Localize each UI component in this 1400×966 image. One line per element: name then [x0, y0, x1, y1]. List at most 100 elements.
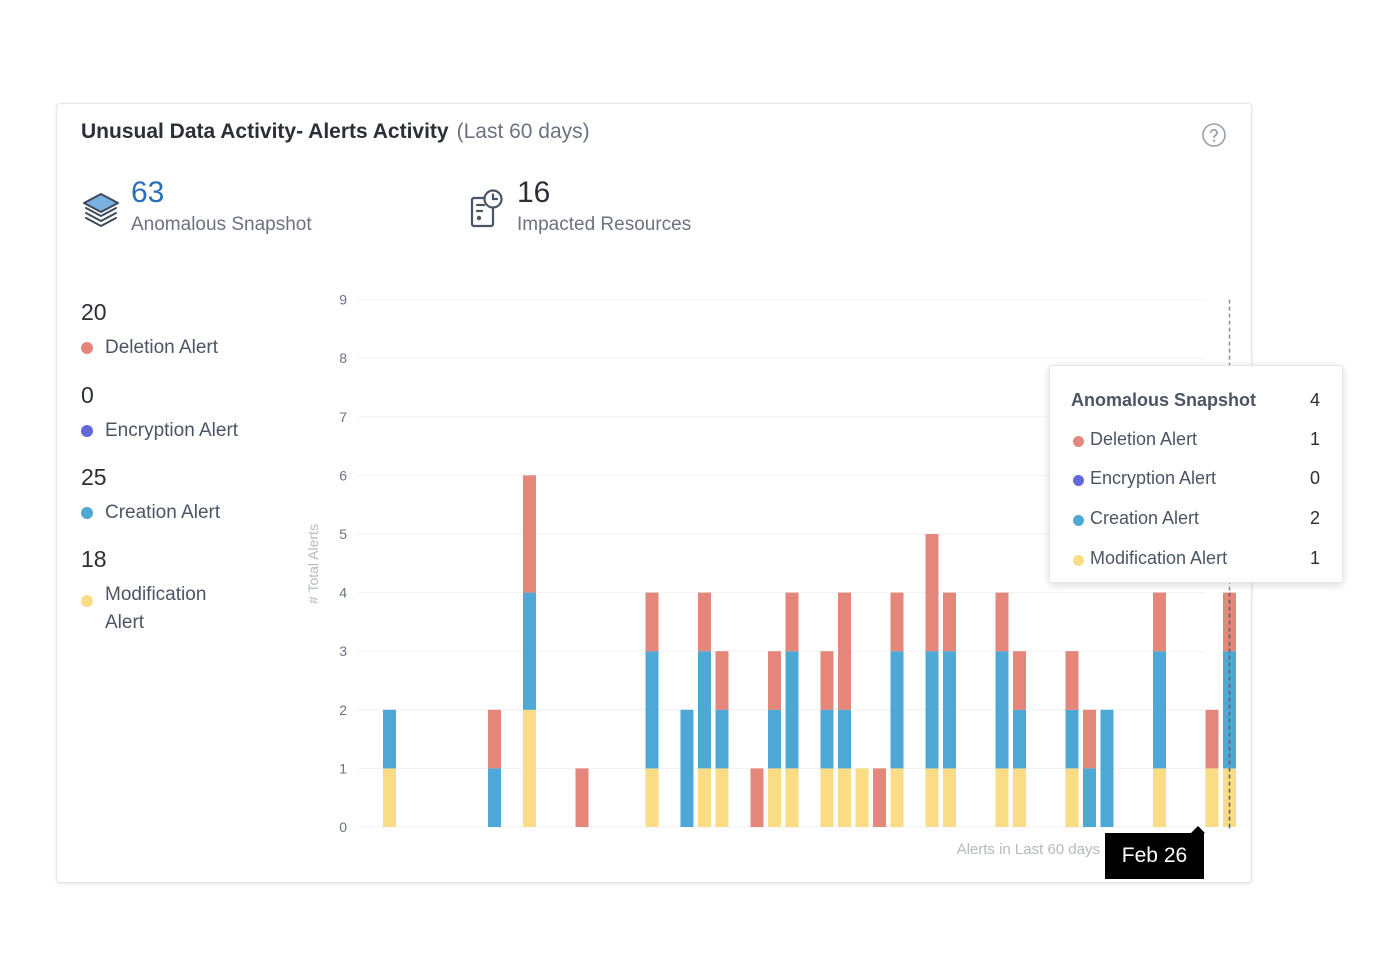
legend-dot [81, 595, 93, 607]
bar-segment [890, 651, 904, 769]
bar-segment [1013, 768, 1026, 827]
bar-segment [768, 709, 781, 769]
y-tick-label: 8 [339, 350, 347, 366]
bar-segment [1205, 768, 1219, 827]
bar-segment [1083, 709, 1096, 769]
bar-segment [383, 768, 396, 827]
bar-segment [698, 768, 711, 827]
tooltip-value: 0 [1309, 468, 1320, 488]
bar-segment [523, 475, 536, 593]
bar-segment [1100, 709, 1114, 827]
bar-segment [1205, 709, 1219, 769]
legend-dot [81, 342, 93, 354]
kpi-value: 16 [517, 176, 551, 209]
legend-label: Creation Alert [105, 502, 221, 523]
tooltip-value: 2 [1309, 508, 1320, 528]
tooltip-title: Anomalous Snapshot [1071, 390, 1257, 410]
legend-row: Deletion Alert [81, 334, 281, 362]
help-circle-icon[interactable] [1202, 123, 1226, 147]
card-title: Unusual Data Activity- Alerts Activity (L… [81, 120, 590, 144]
y-tick-label: 6 [339, 467, 347, 483]
bar-segment [925, 651, 939, 769]
bar-segment [645, 651, 659, 769]
kpi-value: 63 [131, 176, 165, 209]
bar-segment [645, 592, 659, 652]
bar-segment [680, 709, 694, 827]
bar-segment [523, 709, 536, 827]
tooltip-dot [1073, 515, 1084, 526]
bar-segment [645, 768, 659, 827]
y-tick-label: 9 [339, 292, 347, 308]
bar-segment [925, 768, 939, 827]
legend-deletion-alert: 20 Deletion Alert [81, 299, 281, 362]
tooltip-row-encryption: Encryption Alert 0 [1071, 468, 1320, 492]
bar-segment [943, 768, 956, 827]
tooltip-label: Deletion Alert [1090, 429, 1198, 449]
bar-segment [890, 768, 904, 827]
bar-segment [838, 768, 851, 827]
bar-segment [523, 592, 536, 710]
tooltip-row-creation: Creation Alert 2 [1071, 508, 1320, 532]
document-clock-icon [470, 189, 503, 228]
bar-segment [1223, 651, 1236, 769]
bar-segment [943, 592, 956, 652]
y-tick-label: 1 [339, 760, 347, 776]
bar-segment [785, 592, 799, 652]
bar-segment [715, 709, 729, 769]
y-tick-label: 4 [339, 585, 347, 601]
tooltip-row-modification: Modification Alert 1 [1071, 548, 1320, 572]
bar-segment [855, 768, 869, 827]
bar-segment [1013, 651, 1026, 710]
bar-segment [820, 768, 834, 827]
bar-segment [1065, 768, 1079, 827]
kpi-label: Anomalous Snapshot [131, 214, 312, 235]
bar-segment [995, 768, 1009, 827]
bar-segment [1153, 592, 1166, 652]
bar-segment [838, 592, 851, 710]
kpi-label: Impacted Resources [517, 214, 692, 235]
bar-segment [1083, 768, 1096, 827]
bar-segment [785, 651, 799, 769]
bar-segment [715, 768, 729, 827]
y-tick-label: 2 [339, 702, 347, 718]
alerts-activity-card: Unusual Data Activity- Alerts Activity (L… [56, 103, 1343, 883]
tooltip-row-deletion: Deletion Alert 1 [1071, 429, 1320, 453]
card-title-text: Unusual Data Activity- Alerts Activity [81, 120, 449, 143]
bar-segment [1013, 709, 1026, 769]
legend-dot [81, 425, 93, 437]
legend-modification-alert: 18 Modification Alert [81, 546, 231, 637]
bar-segment [1065, 651, 1079, 710]
bar-segment [995, 592, 1009, 652]
bar-segment [715, 651, 729, 710]
legend-creation-alert: 25 Creation Alert [81, 464, 281, 527]
legend-row: Encryption Alert [81, 417, 281, 445]
tooltip-label: Modification Alert [1090, 548, 1228, 568]
legend-count: 0 [81, 382, 94, 408]
y-tick-label: 0 [339, 819, 347, 835]
bar-segment [1065, 709, 1079, 769]
legend-label: Deletion Alert [105, 337, 219, 358]
bar-segment [943, 651, 956, 769]
bar-segment [890, 592, 904, 652]
bar-segment [698, 651, 711, 769]
bar-segment [488, 768, 501, 827]
tooltip-value: 1 [1309, 548, 1320, 568]
bar-segment [820, 651, 834, 710]
bar-segment [995, 651, 1009, 769]
bar-segment [925, 534, 939, 652]
card-subtitle: (Last 60 days) [456, 120, 590, 143]
tooltip-label: Encryption Alert [1090, 468, 1217, 488]
bar-segment [785, 768, 799, 827]
bar-segment [838, 709, 851, 769]
legend-count: 25 [81, 464, 107, 490]
y-tick-label: 7 [339, 409, 347, 425]
legend-dot [81, 507, 93, 519]
legend-row: Creation Alert [81, 499, 281, 527]
y-axis-label: # Total Alerts [305, 524, 321, 604]
tooltip-value: 1 [1309, 429, 1320, 449]
tooltip-total: 4 [1309, 390, 1320, 410]
y-tick-label: 3 [339, 643, 347, 659]
bar-segment [698, 592, 711, 652]
y-tick-label: 5 [339, 526, 347, 542]
legend-count: 18 [81, 546, 107, 572]
